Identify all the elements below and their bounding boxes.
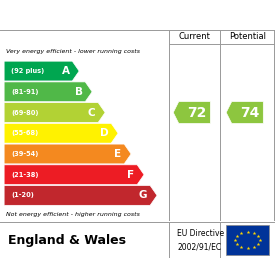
Polygon shape xyxy=(4,186,157,205)
Polygon shape xyxy=(4,103,105,122)
Text: (55-68): (55-68) xyxy=(11,130,38,136)
Polygon shape xyxy=(4,61,79,81)
Text: E: E xyxy=(114,149,122,159)
Text: (1-20): (1-20) xyxy=(11,192,34,198)
Text: (69-80): (69-80) xyxy=(11,109,38,116)
Text: D: D xyxy=(100,128,108,138)
Polygon shape xyxy=(4,144,131,164)
Text: A: A xyxy=(62,66,70,76)
Text: Potential: Potential xyxy=(229,32,266,41)
Text: Not energy efficient - higher running costs: Not energy efficient - higher running co… xyxy=(6,212,139,217)
Text: Very energy efficient - lower running costs: Very energy efficient - lower running co… xyxy=(6,49,139,54)
Text: F: F xyxy=(127,170,134,180)
Text: (21-38): (21-38) xyxy=(11,172,38,178)
Text: (92 plus): (92 plus) xyxy=(11,68,44,74)
Text: (81-91): (81-91) xyxy=(11,89,38,95)
Text: EU Directive: EU Directive xyxy=(177,229,224,238)
Text: 72: 72 xyxy=(188,106,207,119)
Text: Energy Efficiency Rating: Energy Efficiency Rating xyxy=(8,8,191,21)
Polygon shape xyxy=(226,102,263,124)
Polygon shape xyxy=(4,165,144,184)
FancyBboxPatch shape xyxy=(226,225,269,255)
Text: G: G xyxy=(139,190,147,200)
Text: (39-54): (39-54) xyxy=(11,151,38,157)
Text: England & Wales: England & Wales xyxy=(8,233,126,247)
Polygon shape xyxy=(4,123,118,143)
Text: 2002/91/EC: 2002/91/EC xyxy=(177,242,221,251)
Text: B: B xyxy=(75,87,82,97)
Polygon shape xyxy=(4,82,92,102)
Polygon shape xyxy=(173,102,210,124)
Text: 74: 74 xyxy=(241,106,260,119)
Text: C: C xyxy=(88,108,95,117)
Text: Current: Current xyxy=(179,32,210,41)
